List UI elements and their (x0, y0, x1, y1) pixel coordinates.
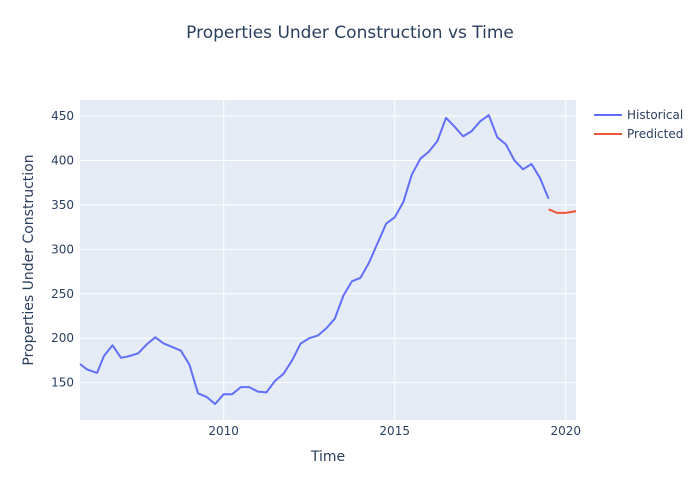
series-lines (79, 114, 577, 405)
x-tick-label: 2015 (379, 424, 410, 438)
legend-label-historical[interactable]: Historical (627, 108, 683, 122)
x-axis-title: Time (310, 449, 345, 465)
plot-background (80, 100, 576, 420)
series-line-historical[interactable] (79, 114, 550, 405)
y-tick-label: 300 (51, 242, 74, 256)
y-tick-label: 400 (51, 153, 74, 167)
y-tick-label: 350 (51, 198, 74, 212)
x-tick-label: 2020 (550, 424, 581, 438)
y-tick-label: 150 (51, 376, 74, 390)
legend: Historical Predicted (594, 108, 683, 141)
y-axis-title: Properties Under Construction (21, 154, 37, 365)
x-tick-label: 2010 (208, 424, 239, 438)
legend-label-predicted[interactable]: Predicted (627, 127, 683, 141)
chart-title: Properties Under Construction vs Time (186, 23, 514, 43)
tick-labels: 150 200 250 300 350 400 450 2010 2015 2020 (51, 109, 581, 438)
y-tick-label: 450 (51, 109, 74, 123)
series-line-predicted[interactable] (548, 208, 577, 214)
y-tick-label: 250 (51, 287, 74, 301)
y-tick-label: 200 (51, 331, 74, 345)
grid-lines (80, 100, 576, 420)
